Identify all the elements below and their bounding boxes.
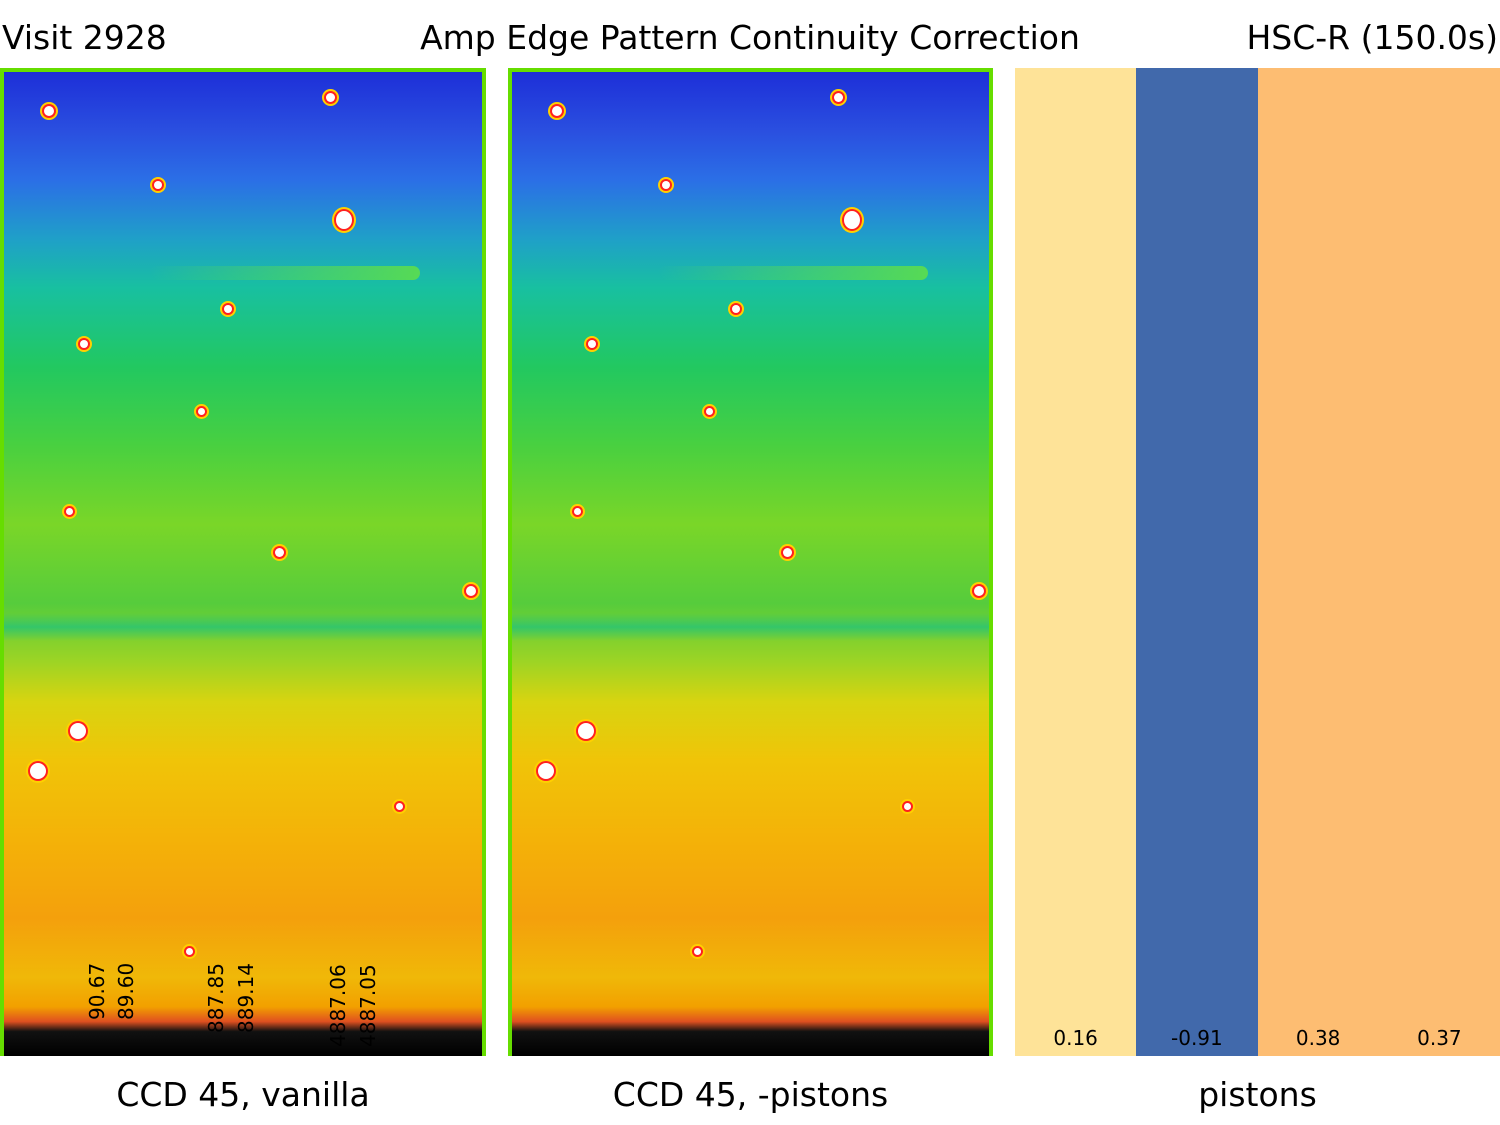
star xyxy=(706,408,713,415)
saturated-star xyxy=(538,763,554,779)
star xyxy=(326,93,335,102)
star xyxy=(552,106,562,116)
star xyxy=(834,93,843,102)
amp-overscan-label: 889.14 xyxy=(234,963,258,1033)
amp-overscan-label: 89.60 xyxy=(114,962,138,1020)
figure-title: Amp Edge Pattern Continuity Correction xyxy=(420,18,1080,57)
panel-caption-vanilla: CCD 45, vanilla xyxy=(116,1075,370,1114)
panel-caption-pistons: pistons xyxy=(1198,1075,1317,1114)
star xyxy=(588,340,596,348)
saturated-star xyxy=(70,723,86,739)
filter-exposure-label: HSC-R (150.0s) xyxy=(1246,18,1498,57)
amp-overscan-label: 90.67 xyxy=(85,962,109,1020)
satellite-streak xyxy=(150,266,420,280)
background-band xyxy=(4,613,482,641)
amp-overscan-label: 4887.05 xyxy=(356,964,380,1047)
star xyxy=(974,586,984,596)
saturated-star xyxy=(578,723,594,739)
bright-star xyxy=(844,211,860,229)
star xyxy=(44,106,54,116)
background-band xyxy=(512,613,989,641)
ccd-image-pixels xyxy=(512,72,989,1056)
star xyxy=(80,340,88,348)
star xyxy=(904,803,911,810)
piston-amp-4: 0.37 xyxy=(1378,68,1500,1056)
piston-amp-1: 0.16 xyxy=(1015,68,1137,1056)
bright-star xyxy=(336,211,352,229)
star xyxy=(732,305,740,313)
star xyxy=(198,408,205,415)
star xyxy=(224,305,232,313)
saturated-star xyxy=(30,763,46,779)
star xyxy=(662,181,670,189)
satellite-streak xyxy=(658,266,928,280)
piston-value: 0.38 xyxy=(1295,1026,1341,1050)
piston-value: 0.16 xyxy=(1053,1026,1098,1050)
amp-overscan-label: 4887.06 xyxy=(326,964,350,1047)
star xyxy=(186,948,193,955)
amp-overscan-label: 887.85 xyxy=(204,963,228,1033)
star xyxy=(694,948,701,955)
piston-value: 0.37 xyxy=(1417,1026,1462,1050)
star xyxy=(396,803,403,810)
star xyxy=(574,508,581,515)
visit-title: Visit 2928 xyxy=(2,18,167,57)
star xyxy=(66,508,73,515)
ccd-image-vanilla: 90.67 89.60 887.85 889.14 4887.06 4887.0… xyxy=(0,68,486,1056)
star xyxy=(275,548,284,557)
piston-amp-2: -0.91 xyxy=(1136,68,1258,1056)
star xyxy=(783,548,792,557)
star xyxy=(154,181,162,189)
ccd-image-pixels xyxy=(4,72,482,1056)
panel-caption-corrected: CCD 45, -pistons xyxy=(612,1075,889,1114)
piston-value: -0.91 xyxy=(1171,1026,1223,1050)
pistons-panel: 0.16 -0.91 0.38 0.37 xyxy=(1015,68,1500,1056)
star xyxy=(466,586,476,596)
ccd-image-corrected xyxy=(508,68,993,1056)
piston-amp-3: 0.38 xyxy=(1257,68,1379,1056)
